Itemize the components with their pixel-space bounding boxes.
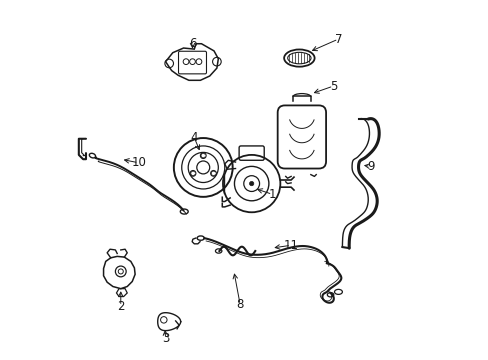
Text: 1: 1: [268, 188, 276, 201]
Text: 5: 5: [329, 80, 336, 93]
Text: 7: 7: [334, 32, 342, 46]
Text: 11: 11: [283, 239, 298, 252]
Text: 2: 2: [117, 300, 124, 313]
Text: 8: 8: [236, 298, 244, 311]
Text: 6: 6: [188, 36, 196, 50]
Text: 3: 3: [162, 332, 169, 345]
Text: 10: 10: [131, 156, 146, 169]
Circle shape: [249, 181, 253, 186]
Text: 4: 4: [190, 131, 198, 144]
Text: 9: 9: [366, 160, 374, 173]
